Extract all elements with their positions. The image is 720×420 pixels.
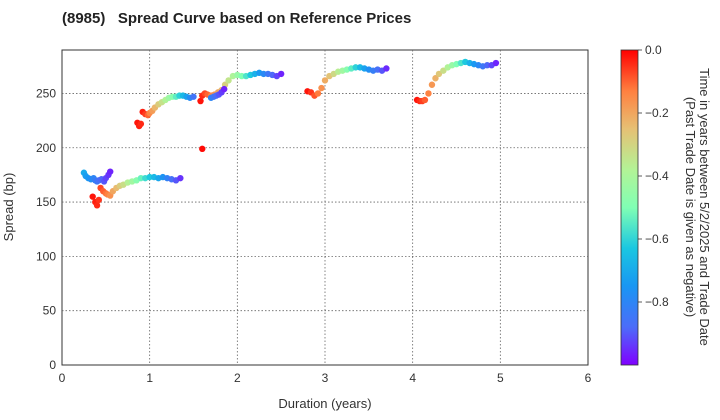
- colorbar-ticks: 0.0 −0.2 −0.4 −0.6 −0.8: [638, 43, 669, 309]
- x-tick-label: 3: [322, 371, 329, 385]
- grid-lines: [62, 50, 588, 365]
- data-point: [146, 173, 153, 181]
- colorbar-tick-label: −0.4: [645, 169, 669, 183]
- data-point: [95, 196, 103, 204]
- x-tick-label: 1: [146, 371, 153, 385]
- data-point: [383, 65, 390, 72]
- data-point: [107, 168, 114, 175]
- x-tick-label: 5: [497, 371, 504, 385]
- colorbar-label-line1: Time in years between 5/2/2025 and Trade…: [697, 68, 712, 346]
- data-point: [483, 62, 491, 69]
- x-axis-label: Duration (years): [278, 396, 371, 411]
- colorbar-label-line2: (Past Trade Date is given as negative): [683, 97, 698, 317]
- data-point: [321, 77, 329, 84]
- data-point: [137, 174, 145, 182]
- colorbar-tick-label: 0.0: [645, 43, 662, 57]
- data-point: [425, 90, 432, 97]
- data-point: [199, 145, 206, 153]
- data-point: [492, 59, 500, 67]
- data-point: [220, 85, 228, 93]
- data-point: [318, 84, 325, 92]
- x-tick-label: 0: [59, 371, 66, 385]
- colorbar: [620, 49, 639, 366]
- colorbar-tick-label: −0.2: [645, 106, 669, 120]
- data-point: [435, 70, 443, 78]
- data-points: [80, 58, 500, 209]
- x-tick-label: 4: [409, 371, 416, 385]
- colorbar-tick-label: −0.6: [645, 232, 669, 246]
- data-point: [137, 120, 145, 128]
- axis-ticks: 0 1 2 3 4 5 6 0 50 100 150 200 250: [36, 86, 592, 385]
- data-point: [197, 97, 204, 105]
- y-tick-label: 250: [36, 86, 56, 100]
- y-tick-label: 200: [36, 141, 56, 155]
- data-point: [238, 72, 245, 80]
- data-point: [421, 96, 429, 104]
- y-tick-label: 0: [49, 358, 56, 372]
- colorbar-tick-label: −0.8: [645, 295, 669, 309]
- data-point: [93, 202, 101, 209]
- data-point: [225, 77, 232, 84]
- data-point: [177, 174, 184, 182]
- y-tick-label: 50: [43, 304, 57, 318]
- y-tick-label: 150: [36, 195, 56, 209]
- data-point: [352, 64, 359, 71]
- data-point: [314, 90, 322, 97]
- data-point: [432, 75, 439, 82]
- data-point: [89, 193, 96, 200]
- data-point: [190, 93, 197, 100]
- data-point: [260, 70, 267, 78]
- chart-title: (8985) Spread Curve based on Reference P…: [62, 10, 412, 27]
- x-tick-label: 6: [585, 371, 592, 385]
- y-tick-label: 100: [36, 249, 56, 263]
- x-tick-label: 2: [234, 371, 241, 385]
- y-axis-label: Spread (bp): [1, 173, 16, 242]
- data-point: [277, 70, 285, 78]
- data-point: [428, 81, 436, 88]
- data-point: [440, 67, 447, 74]
